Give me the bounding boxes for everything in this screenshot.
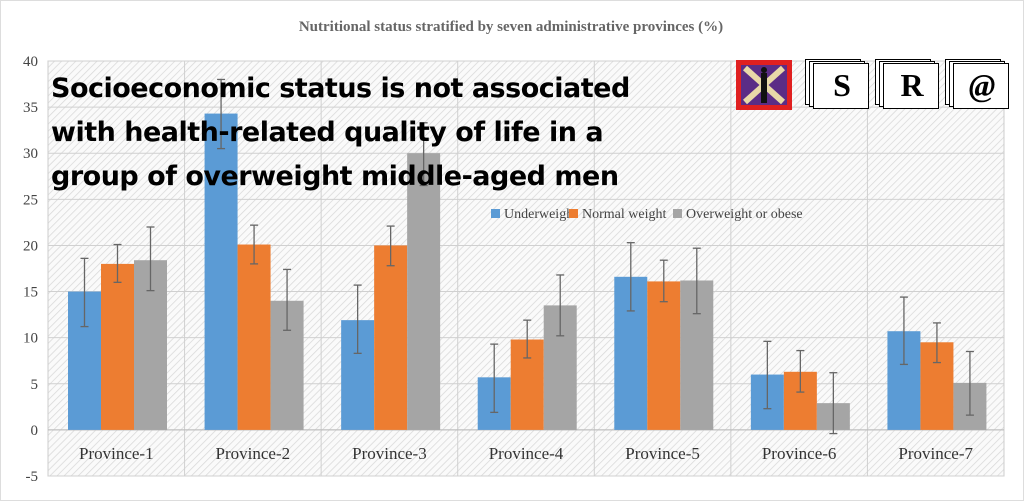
y-tick-label: 10 — [23, 331, 38, 347]
legend: Underweight Normal weight Overweight or ob… — [491, 207, 803, 222]
x-tick-label: Province-7 — [898, 444, 973, 463]
chart-title: Nutritional status stratified by seven a… — [299, 19, 723, 35]
y-tick-label: 5 — [31, 377, 39, 393]
legend-label: Underweight — [504, 207, 577, 222]
y-tick-label: 15 — [23, 285, 38, 301]
headline-line: group of overweight middle-aged men — [51, 161, 619, 192]
bar-overweight-or-obese — [407, 153, 441, 430]
legend-swatch — [673, 209, 682, 218]
bar-normal-weight — [237, 244, 271, 430]
legend-swatch — [491, 209, 500, 218]
x-tick-label: Province-1 — [79, 444, 154, 463]
y-tick-label: 30 — [23, 146, 38, 162]
bar-normal-weight — [647, 281, 681, 430]
logo-card-r: R — [875, 59, 939, 111]
y-tick-label: 0 — [31, 423, 39, 439]
headline-overlay: Socioeconomic status is not associated w… — [51, 67, 630, 199]
x-tick-label: Province-4 — [489, 444, 564, 463]
y-tick-label: 40 — [23, 54, 38, 70]
legend-label: Normal weight — [582, 207, 666, 222]
legend-label: Overweight or obese — [686, 207, 803, 222]
emblem-icon — [735, 59, 799, 111]
bar-underweight — [204, 113, 238, 430]
x-tick-label: Province-2 — [216, 444, 291, 463]
x-tick-label: Province-3 — [352, 444, 427, 463]
y-tick-label: 35 — [23, 100, 38, 116]
x-tick-label: Province-6 — [762, 444, 837, 463]
x-tick-label: Province-5 — [625, 444, 700, 463]
headline-line: with health-related quality of life in a — [51, 117, 604, 148]
logo-card-s: S — [805, 59, 869, 111]
headline-line: Socioeconomic status is not associated — [51, 73, 630, 104]
bar-normal-weight — [101, 263, 134, 430]
y-tick-label: 25 — [23, 192, 38, 208]
y-tick-label: -5 — [26, 469, 39, 485]
logo-card-at: @ — [945, 59, 1009, 111]
sra-logo: S R @ — [735, 59, 1009, 111]
bar-normal-weight — [374, 245, 408, 430]
legend-swatch — [569, 209, 578, 218]
y-tick-label: 20 — [23, 238, 38, 254]
